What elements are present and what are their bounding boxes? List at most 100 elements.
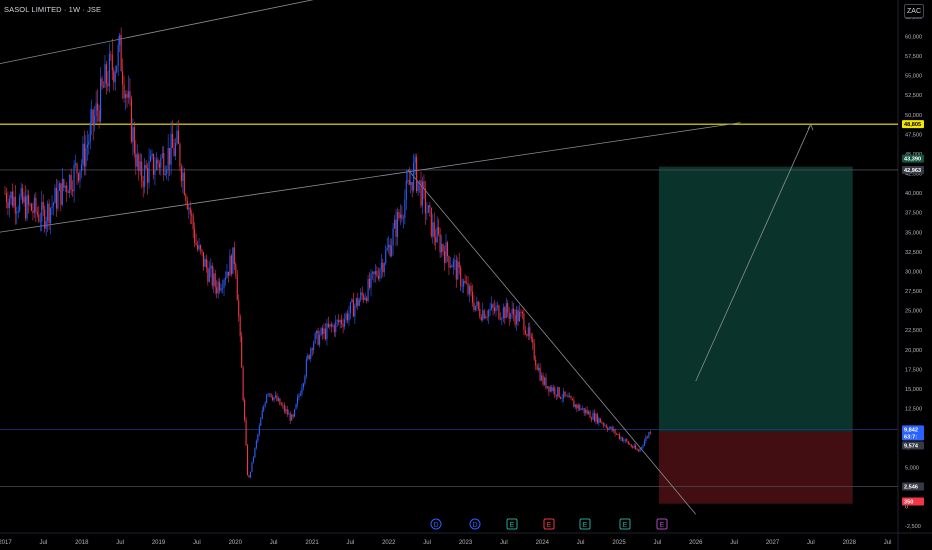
candle-body xyxy=(135,153,137,167)
tag-target-bg xyxy=(902,154,924,163)
candle-body xyxy=(533,343,535,360)
candle-body xyxy=(498,305,500,319)
candle-body xyxy=(217,281,219,294)
candle-body xyxy=(189,207,191,214)
candle-body xyxy=(510,313,512,319)
price-tick-label: 0 xyxy=(905,504,908,510)
candle-body xyxy=(57,190,59,209)
trendline xyxy=(407,169,697,515)
candle-body xyxy=(80,164,82,172)
candle-body xyxy=(295,404,297,410)
time-tick-label: 2025 xyxy=(612,540,626,546)
tag-peak-bg xyxy=(902,165,924,174)
candle-body xyxy=(474,305,476,311)
candle-body xyxy=(14,196,16,214)
candle-body xyxy=(158,163,160,168)
candle-body xyxy=(416,156,418,192)
price-axis[interactable]: 62,50060,00057,50055,00052,50050,00047,5… xyxy=(905,15,922,530)
candle-body xyxy=(380,262,382,270)
event-marker-d[interactable]: D xyxy=(469,518,481,530)
candle-body xyxy=(197,244,199,250)
candle-body xyxy=(242,367,244,400)
candle-body xyxy=(414,156,416,163)
candle-body xyxy=(342,324,344,327)
candle-body xyxy=(157,159,159,164)
candle-body xyxy=(404,199,406,218)
candle-body xyxy=(55,187,57,209)
candle-body xyxy=(438,227,440,235)
candle-body xyxy=(123,84,125,99)
candle-body xyxy=(496,305,498,307)
candle-body xyxy=(361,292,363,296)
candle-body xyxy=(585,409,587,413)
candle-body xyxy=(636,449,638,451)
candle-body xyxy=(172,133,174,148)
candle-body xyxy=(10,191,12,199)
candle-body xyxy=(51,205,53,209)
candle-body xyxy=(54,187,56,204)
candle-body xyxy=(583,408,585,413)
candle-body xyxy=(477,301,479,309)
price-tick-label: 47,500 xyxy=(905,132,922,138)
price-tick-label: 42,500 xyxy=(905,172,922,178)
candle-body xyxy=(41,202,43,222)
marker-box xyxy=(543,518,555,530)
candle-body xyxy=(371,271,374,274)
candle-body xyxy=(294,409,296,417)
candle-body xyxy=(633,445,635,448)
candle-body xyxy=(73,164,75,192)
candle-body xyxy=(398,211,400,218)
event-marker-e[interactable]: E xyxy=(506,518,518,530)
time-tick-label: 2019 xyxy=(152,540,166,546)
candle-body xyxy=(630,444,632,447)
candle-body xyxy=(176,130,178,144)
candle-body xyxy=(298,395,300,398)
candle-body xyxy=(52,203,55,206)
event-marker-e[interactable]: E xyxy=(619,518,631,530)
candle-body xyxy=(85,148,87,167)
candle-body xyxy=(327,323,329,327)
candle-body xyxy=(235,264,237,275)
candle-body xyxy=(63,179,65,188)
candle-body xyxy=(124,94,127,99)
currency-button[interactable]: ZAC xyxy=(904,4,924,18)
candle-body xyxy=(541,375,543,381)
event-marker-e[interactable]: E xyxy=(656,518,668,530)
time-tick-label: Jul xyxy=(730,540,738,546)
candle-body xyxy=(323,328,325,335)
candle-body xyxy=(618,434,621,439)
time-tick-label: 2020 xyxy=(229,540,243,546)
event-marker-d[interactable]: D xyxy=(430,518,442,530)
candle-body xyxy=(501,318,503,320)
candle-body xyxy=(251,461,253,472)
candle-body xyxy=(407,179,409,181)
candle-body xyxy=(468,285,471,295)
candle-body xyxy=(104,64,106,88)
event-marker-e[interactable]: E xyxy=(579,518,591,530)
candle-body xyxy=(511,308,513,314)
candle-body xyxy=(448,255,450,268)
marker-label: E xyxy=(660,522,665,529)
candle-body xyxy=(95,103,97,117)
time-axis[interactable]: 2017 Jul 2018 Jul 2019 Jul 2020 Jul 2021 Jul 2022 J… xyxy=(0,540,891,546)
candle-body xyxy=(50,208,52,224)
candle-body xyxy=(536,365,538,370)
candle-body xyxy=(254,447,256,458)
tag-stop: 2,546 xyxy=(904,485,918,491)
candle-body xyxy=(349,302,351,313)
candle-body xyxy=(239,316,241,337)
event-marker-e[interactable]: E xyxy=(543,518,555,530)
candle-body xyxy=(170,133,172,165)
drawings[interactable] xyxy=(0,0,898,515)
candle-body xyxy=(205,258,207,268)
marker-label: E xyxy=(547,522,552,529)
position-tool[interactable] xyxy=(658,166,853,504)
candle-body xyxy=(529,327,531,337)
candle-body xyxy=(19,196,21,211)
candle-body xyxy=(329,324,331,327)
price-tick-label: 50,000 xyxy=(905,113,922,119)
candle-body xyxy=(399,214,401,218)
candle-body xyxy=(586,409,588,414)
